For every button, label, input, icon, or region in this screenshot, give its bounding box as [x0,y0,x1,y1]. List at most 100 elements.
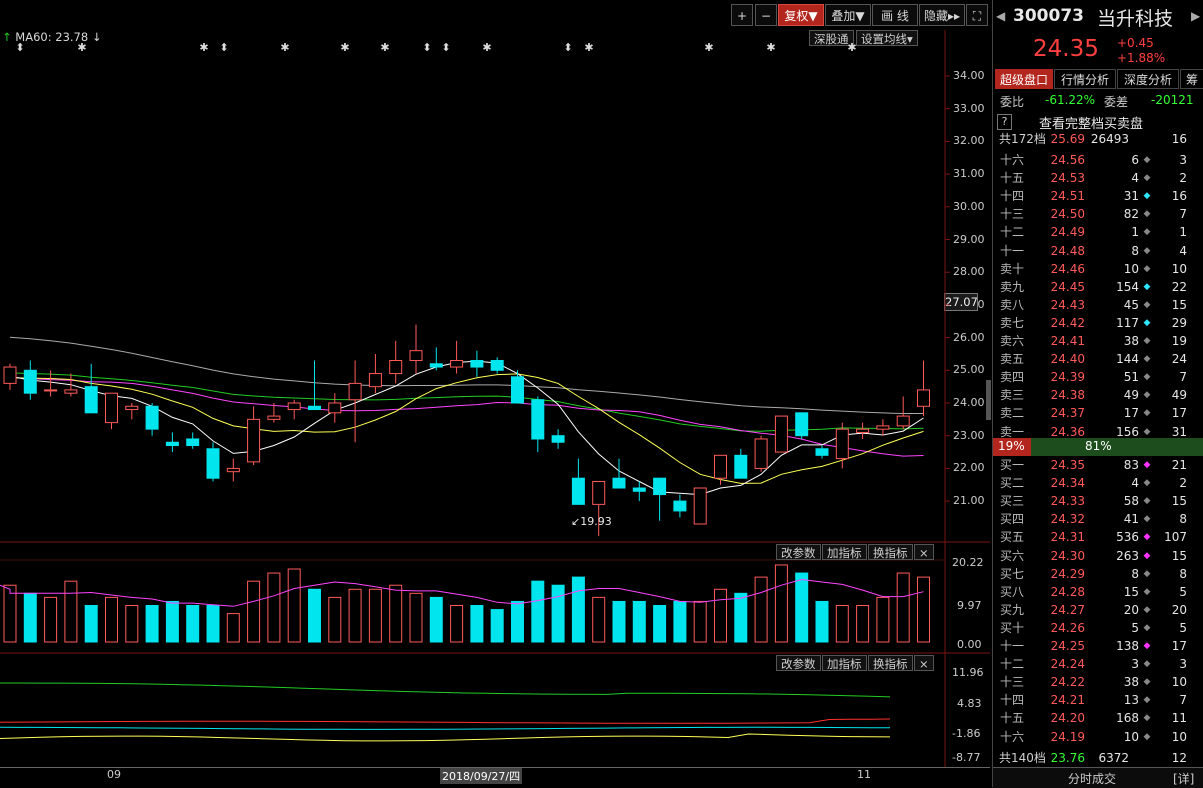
buy-order-count: 7 [1179,693,1187,708]
volume-bar [754,576,768,643]
buy-row[interactable]: 买六 24.30 263 ◆ 15 [993,547,1203,565]
sell-row[interactable]: 卖二 24.37 17 ◆ 17 [993,404,1203,422]
buy-marker-icon: ◆ [1143,659,1151,670]
buy-row[interactable]: 十六 24.19 10 ◆ 10 [993,728,1203,746]
vol-add-indicator-button[interactable]: 加指标 [822,544,867,560]
low-annotation: ↙19.93 [571,515,612,528]
tab-depth-analysis[interactable]: 深度分析 [1117,69,1179,89]
candle-body [84,386,98,414]
volume-bar [896,572,910,643]
set-ma-button[interactable]: 设置均线▾ [856,30,918,46]
buy-order-count: 10 [1171,675,1187,690]
sell-row[interactable]: 十五 24.53 4 ◆ 2 [993,169,1203,187]
event-marker-icon: ✱ [584,41,593,54]
candle-body [429,363,443,368]
candlestick-chart[interactable]: ⬍ ✱ ✱ ⬍ ✱ ✱ ✱ ⬍ ⬍ ✱ ⬍ ✱ ✱ ✱ ✱ [0,0,990,787]
buy-volume: 3 [1131,657,1139,672]
sell-row[interactable]: 卖八 24.43 45 ◆ 15 [993,296,1203,314]
buy-marker-icon: ◆ [1143,695,1151,706]
vol-params-button[interactable]: 改参数 [776,544,821,560]
ma60-label: MA60: 23.78 [15,30,89,44]
sell-row[interactable]: 十四 24.51 31 ◆ 16 [993,187,1203,205]
zoom-out-button[interactable]: − [755,4,777,26]
next-stock-icon[interactable]: ▶ [1191,9,1201,23]
sell-row[interactable]: 卖五 24.40 144 ◆ 24 [993,350,1203,368]
date-label-center: 2018/09/27/四 [440,768,523,784]
tab-super-orderbook[interactable]: 超级盘口 [995,69,1053,89]
tab-chips[interactable]: 筹码分 [1180,69,1203,89]
overlay-button[interactable]: 叠加▼ [825,4,871,26]
candle-body [206,448,220,479]
zoom-in-button[interactable]: + [731,4,753,26]
buy-row[interactable]: 买一 24.35 83 ◆ 21 [993,456,1203,474]
buy-volume: 41 [1123,512,1139,527]
time-sales-label[interactable]: 分时成交 [1068,772,1117,786]
volume-bar [429,596,443,643]
sell-level-label: 十三 [1000,207,1025,222]
buy-row[interactable]: 买九 24.27 20 ◆ 20 [993,601,1203,619]
buy-price: 24.27 [1050,602,1085,617]
price-tick: 23.00 [953,428,985,442]
sell-row[interactable]: 卖四 24.39 51 ◆ 7 [993,368,1203,386]
sell-row[interactable]: 十六 24.56 6 ◆ 3 [993,151,1203,169]
vol-close-icon[interactable]: × [914,544,934,560]
tab-market-analysis[interactable]: 行情分析 [1054,69,1116,89]
collapse-handle[interactable] [986,380,991,420]
buy-row[interactable]: 买四 24.32 41 ◆ 8 [993,510,1203,528]
ind-close-icon[interactable]: × [914,655,934,671]
ind-switch-indicator-button[interactable]: 换指标 [868,655,913,671]
volume-bar [3,584,17,643]
buy-row[interactable]: 买五 24.31 536 ◆ 107 [993,528,1203,546]
sell-row[interactable]: 卖一 24.36 156 ◆ 31 [993,423,1203,441]
buy-row[interactable]: 买八 24.28 15 ◆ 5 [993,583,1203,601]
volume-bar [368,588,382,643]
buy-price: 24.20 [1050,711,1085,726]
shengutong-button[interactable]: 深股通 [809,30,854,46]
candle-body [308,405,321,411]
hide-button[interactable]: 隐藏▸▸ [919,4,965,26]
help-icon[interactable]: ? [997,114,1012,130]
draw-line-button[interactable]: 画 线 [872,4,918,26]
sell-marker-icon: ◆ [1143,191,1151,202]
time-sales-detail[interactable]: [详] [1173,772,1195,786]
price-tick: 29.00 [953,232,985,246]
vol-switch-indicator-button[interactable]: 换指标 [868,544,913,560]
buy-row[interactable]: 十三 24.22 38 ◆ 10 [993,673,1203,691]
view-full-orderbook[interactable]: 查看完整档买卖盘 [1039,117,1144,132]
sell-row[interactable]: 卖六 24.41 38 ◆ 19 [993,332,1203,350]
buy-level-label: 买一 [1000,458,1025,472]
buy-row[interactable]: 十二 24.24 3 ◆ 3 [993,655,1203,673]
buy-row[interactable]: 买三 24.33 58 ◆ 15 [993,492,1203,510]
candle-body [3,366,17,384]
buy-price: 24.25 [1050,639,1085,653]
volume-bar [389,584,403,643]
prev-stock-icon[interactable]: ◀ [996,9,1006,23]
ind-params-button[interactable]: 改参数 [776,655,821,671]
buy-volume: 5 [1131,620,1139,635]
buy-price: 24.34 [1050,476,1085,491]
sell-order-count: 29 [1171,315,1187,330]
candle-body [632,487,646,492]
sell-row[interactable]: 十一 24.48 8 ◆ 4 [993,242,1203,260]
buy-row[interactable]: 买七 24.29 8 ◆ 8 [993,565,1203,583]
buy-row[interactable]: 十五 24.20 168 ◆ 11 [993,709,1203,727]
candle-body [267,415,281,420]
expand-icon[interactable]: ⛶ [966,4,988,26]
buy-order-count: 20 [1171,602,1187,617]
sell-row[interactable]: 十二 24.49 1 ◆ 1 [993,223,1203,241]
buy-volume: 58 [1123,494,1139,509]
buy-row[interactable]: 买十 24.26 5 ◆ 5 [993,619,1203,637]
buy-row[interactable]: 买二 24.34 4 ◆ 2 [993,474,1203,492]
sell-row[interactable]: 卖十 24.46 10 ◆ 10 [993,260,1203,278]
sell-row[interactable]: 卖九 24.45 154 ◆ 22 [993,278,1203,296]
ind-add-indicator-button[interactable]: 加指标 [822,655,867,671]
volume-bar [470,605,484,643]
sell-row[interactable]: 卖三 24.38 49 ◆ 49 [993,386,1203,404]
sell-row[interactable]: 十三 24.50 82 ◆ 7 [993,205,1203,223]
buy-row[interactable]: 十一 24.25 138 ◆ 17 [993,637,1203,655]
candle-body [186,438,200,447]
buy-volume: 138 [1116,639,1139,653]
buy-row[interactable]: 十四 24.21 13 ◆ 7 [993,691,1203,709]
sell-row[interactable]: 卖七 24.42 117 ◆ 29 [993,314,1203,332]
fuquan-button[interactable]: 复权▼ [778,4,824,26]
